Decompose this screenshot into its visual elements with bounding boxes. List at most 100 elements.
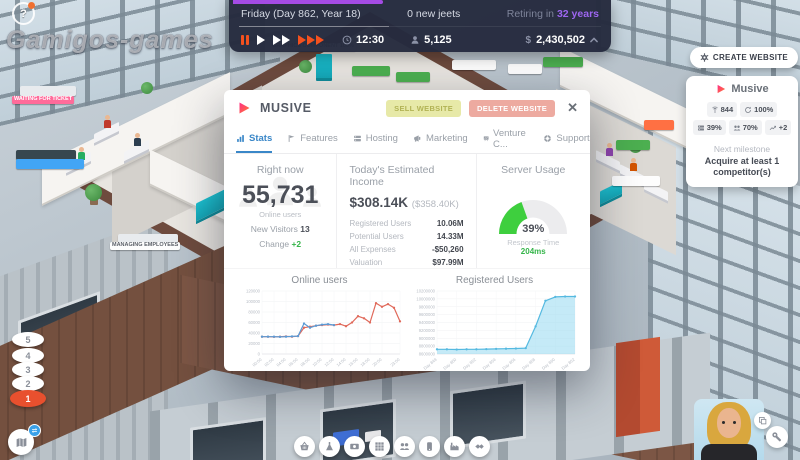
close-icon[interactable]: ✕ xyxy=(567,100,578,115)
server-usage-title: Server Usage xyxy=(501,164,566,176)
board-icon xyxy=(483,134,489,143)
avatar-face xyxy=(717,408,741,438)
svg-text:8600000: 8600000 xyxy=(418,352,435,357)
office-worker-head xyxy=(105,115,110,120)
chevron-up-icon xyxy=(589,35,599,45)
svg-text:100000: 100000 xyxy=(246,299,261,304)
registered-users-chart-block: Registered Users 8600000 8800000 9000000 92… xyxy=(407,273,582,375)
server-rack xyxy=(316,54,332,81)
income-title: Today's Estimated Income xyxy=(349,164,435,188)
toolbar-factory-button[interactable] xyxy=(444,436,465,457)
svg-text:60000: 60000 xyxy=(248,320,260,325)
retirement-status: Retiring in 32 years xyxy=(506,7,599,20)
bar-chart-icon xyxy=(236,134,245,143)
toolbar-money-button[interactable] xyxy=(344,436,365,457)
response-time-label: Response Time xyxy=(507,238,560,247)
income-value: $308.14K ($358.40K) xyxy=(349,195,459,210)
settings-wrench-button[interactable] xyxy=(766,426,788,448)
office-label-chip xyxy=(352,66,390,76)
delete-website-button[interactable]: DELETE WEBSITE xyxy=(469,99,556,117)
toolbar-team-button[interactable] xyxy=(394,436,415,457)
notifications-link[interactable]: 0 new jeets xyxy=(407,7,461,20)
pause-button[interactable] xyxy=(241,35,249,45)
floor-button-1[interactable]: 1 xyxy=(10,390,46,407)
chart-title: Online users xyxy=(291,275,348,286)
toolbar-phone-button[interactable] xyxy=(419,436,440,457)
office-label-chip xyxy=(452,60,496,70)
megaphone-icon xyxy=(413,134,422,143)
team-icon xyxy=(733,124,741,132)
swap-icon xyxy=(31,427,38,434)
create-website-button[interactable]: CREATE WEBSITE xyxy=(690,47,798,68)
musive-logo-icon xyxy=(715,83,727,95)
chart-title: Registered Users xyxy=(455,275,534,286)
toolbar-flask-button[interactable] xyxy=(319,436,340,457)
tab-support[interactable]: Support xyxy=(543,126,590,153)
flask-icon xyxy=(324,441,335,452)
window xyxy=(190,417,266,460)
response-time-value: 204ms xyxy=(520,247,546,256)
website-card[interactable]: Musive 844 100% 39% 70% +2 Next milestone Ac… xyxy=(686,76,798,187)
office-label-chip xyxy=(16,159,84,169)
office-label-chip xyxy=(612,176,660,186)
office-label-waiting-ticket: WAITING FOR TICKET xyxy=(12,96,75,104)
change: Change +2 xyxy=(259,239,302,249)
musive-logo-icon xyxy=(236,100,252,116)
layers-button[interactable] xyxy=(754,412,771,429)
office-label-chip xyxy=(118,234,178,243)
help-button[interactable]: ? xyxy=(12,2,35,25)
svg-text:Day 858: Day 858 xyxy=(521,357,537,370)
tab-hosting[interactable]: Hosting xyxy=(353,126,398,153)
fastest-speed-button[interactable] xyxy=(298,35,324,45)
toolbar-handshake-button[interactable] xyxy=(469,436,490,457)
office-worker-head xyxy=(135,133,140,138)
gear-icon xyxy=(700,53,709,62)
fast-forward-button[interactable] xyxy=(273,35,290,45)
swap-badge-button[interactable] xyxy=(28,424,41,437)
svg-text:9000000: 9000000 xyxy=(418,336,435,341)
svg-text:18:00: 18:00 xyxy=(359,357,371,368)
office-worker xyxy=(606,148,613,156)
phone-icon xyxy=(424,441,435,452)
flag-icon xyxy=(287,134,296,143)
income-row: Valuation $97.99M xyxy=(349,258,464,267)
svg-text:Day 852: Day 852 xyxy=(461,357,477,370)
online-users-chart-block: Online users 0 20000 40000 60000 80000 100000… xyxy=(232,273,407,375)
floor-button-5[interactable]: 5 xyxy=(12,332,44,347)
tab-stats[interactable]: Stats xyxy=(236,126,273,153)
trend-icon xyxy=(769,124,777,132)
online-users-value: 55,731 xyxy=(241,181,319,209)
toolbar-grid-button[interactable] xyxy=(369,436,390,457)
svg-text:40000: 40000 xyxy=(248,331,260,336)
svg-text:9200000: 9200000 xyxy=(418,328,435,333)
registered-users-chart: 8600000 8800000 9000000 9200000 9400000 96000… xyxy=(416,289,576,371)
modal-title: MUSIVE xyxy=(260,101,312,115)
svg-text:08:00: 08:00 xyxy=(299,357,311,368)
notification-badge xyxy=(28,2,35,9)
map-button[interactable] xyxy=(8,429,34,455)
right-now-panel: Right now 55,731 Online users New Visito… xyxy=(224,154,338,268)
plant xyxy=(85,184,102,201)
website-stat-chip: 100% xyxy=(740,102,778,117)
income-row: Registered Users 10.06M xyxy=(349,219,464,228)
plant-pot xyxy=(90,198,98,205)
person-icon xyxy=(410,35,420,45)
floor-button-4[interactable]: 4 xyxy=(12,348,44,363)
divider xyxy=(239,26,601,27)
income-row: Potential Users 14.33M xyxy=(349,232,464,241)
day-progress-bar xyxy=(233,0,383,4)
sell-website-button[interactable]: SELL WEBSITE xyxy=(386,99,462,117)
tab-venture-c[interactable]: Venture C... xyxy=(483,126,529,153)
play-button[interactable] xyxy=(257,35,265,45)
player-avatar[interactable] xyxy=(694,399,764,460)
tab-marketing[interactable]: Marketing xyxy=(413,126,468,153)
tab-features[interactable]: Features xyxy=(287,126,338,153)
floor-button-3[interactable]: 3 xyxy=(12,362,44,377)
svg-text:Day 854: Day 854 xyxy=(481,357,497,370)
svg-text:02:00: 02:00 xyxy=(263,357,275,368)
office-worker xyxy=(134,138,141,146)
toolbar-basket-button[interactable] xyxy=(294,436,315,457)
svg-text:9400000: 9400000 xyxy=(418,320,435,325)
floor-button-2[interactable]: 2 xyxy=(12,376,44,391)
website-stat-chips: 844 100% 39% 70% +2 xyxy=(691,102,793,135)
